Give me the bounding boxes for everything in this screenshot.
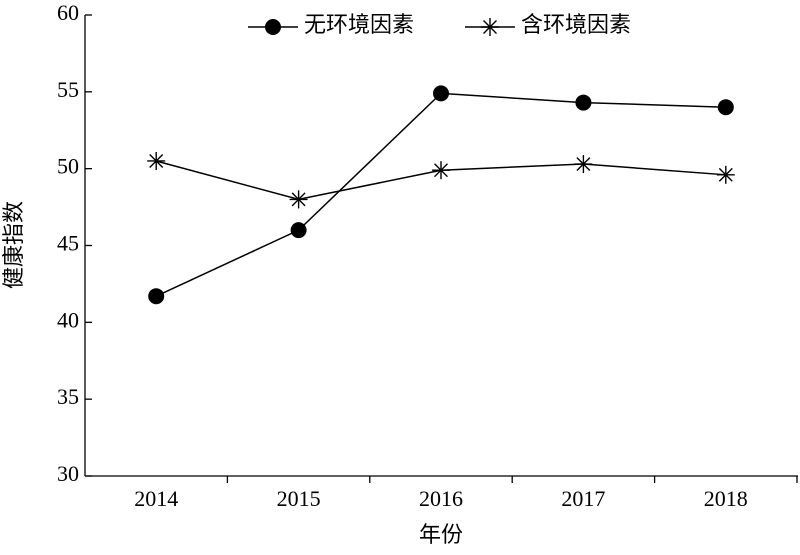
y-tick-label: 35 <box>57 384 79 409</box>
series-line <box>155 92 726 297</box>
marker <box>148 288 165 305</box>
marker <box>716 165 735 184</box>
x-tick-label: 2015 <box>277 486 321 511</box>
marker-stroke <box>291 192 306 207</box>
y-axis-label: 健康指数 <box>1 201 26 289</box>
marker <box>574 155 593 174</box>
y-tick-label: 45 <box>57 231 79 256</box>
marker-stroke <box>149 154 164 168</box>
x-tick-label: 2016 <box>419 486 463 511</box>
marker-stroke <box>718 167 733 182</box>
x-tick-label: 2017 <box>561 486 605 511</box>
x-tick-label: 2014 <box>134 486 178 511</box>
marker <box>481 18 499 36</box>
marker-stroke <box>434 163 448 178</box>
x-tick-label: 2018 <box>704 486 748 511</box>
marker <box>433 85 449 102</box>
y-tick-label: 55 <box>57 77 79 102</box>
x-axis-label: 年份 <box>419 522 463 547</box>
marker-stroke <box>576 157 591 172</box>
marker <box>717 99 734 116</box>
marker <box>290 222 307 239</box>
y-tick-label: 50 <box>57 154 79 179</box>
marker-stroke <box>483 20 497 34</box>
legend-label: 无环境因素 <box>304 12 414 37</box>
marker <box>432 161 450 180</box>
marker <box>289 190 308 209</box>
y-tick-label: 30 <box>57 461 79 486</box>
marker <box>265 19 281 35</box>
y-tick-label: 40 <box>57 307 79 332</box>
marker <box>575 94 592 111</box>
marker <box>147 151 166 170</box>
y-tick-label: 60 <box>57 0 79 25</box>
legend-label: 含环境因素 <box>521 12 631 37</box>
